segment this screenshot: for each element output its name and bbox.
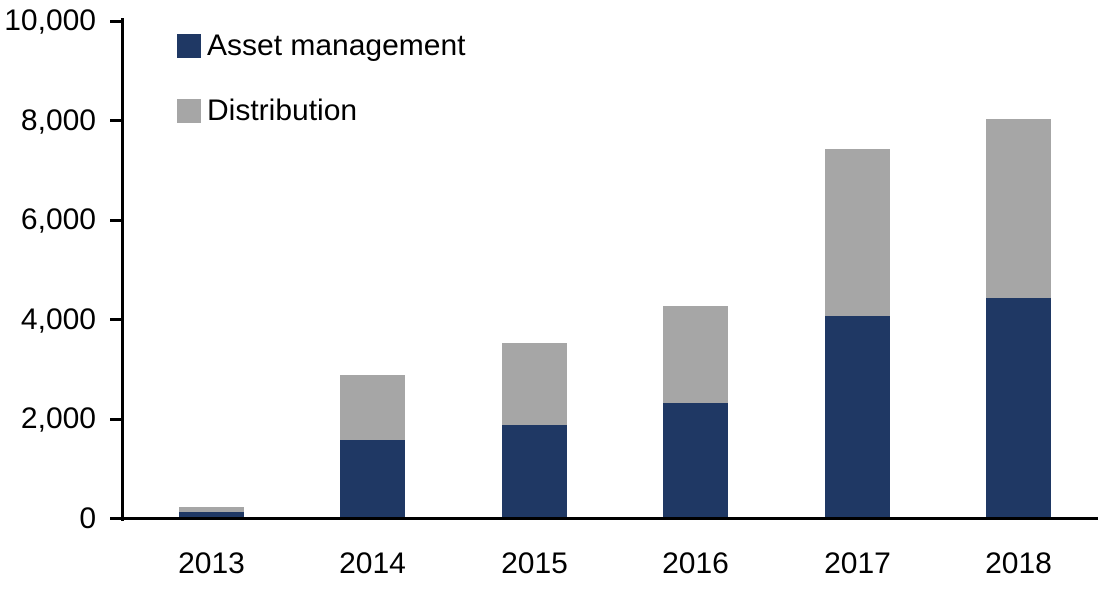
- y-axis-tick-mark: [110, 119, 122, 122]
- bar-segment-distribution-2015: [502, 343, 567, 425]
- legend-item-asset-management: Asset management: [177, 29, 465, 62]
- x-axis-label-2014: 2014: [339, 547, 406, 580]
- legend-label-asset-management: Asset management: [207, 29, 466, 62]
- legend-swatch-asset-management-icon: [177, 34, 201, 58]
- bar-segment-distribution-2018: [986, 119, 1051, 298]
- bar-segment-asset-management-2015: [502, 425, 567, 517]
- y-axis-tick-label: 6,000: [20, 203, 96, 236]
- legend-label-distribution: Distribution: [207, 94, 358, 127]
- bar-segment-distribution-2017: [825, 149, 890, 316]
- bar-segment-asset-management-2014: [340, 440, 405, 517]
- y-axis-tick-mark: [110, 517, 122, 520]
- x-axis-label-2017: 2017: [824, 547, 891, 580]
- y-axis-tick-label: 4,000: [20, 302, 96, 336]
- bar-segment-asset-management-2017: [825, 316, 890, 517]
- x-axis-label-2013: 2013: [178, 547, 245, 580]
- y-axis-tick-mark: [110, 19, 122, 23]
- y-axis-tick-label: 0: [79, 501, 96, 535]
- bar-segment-distribution-2013: [179, 507, 244, 512]
- bar-segment-asset-management-2013: [179, 512, 244, 517]
- legend-swatch-distribution-icon: [177, 99, 201, 123]
- y-axis-line: [121, 18, 124, 521]
- y-axis-tick-mark: [110, 417, 122, 421]
- y-axis-tick-mark: [110, 318, 122, 321]
- y-axis-tick-label: 8,000: [20, 103, 96, 137]
- bar-segment-distribution-2016: [663, 306, 728, 403]
- bar-segment-distribution-2014: [340, 375, 405, 440]
- y-axis-tick-label: 2,000: [20, 402, 96, 435]
- x-axis-label-2015: 2015: [501, 547, 568, 580]
- y-axis-tick-mark: [110, 218, 122, 222]
- x-axis-line: [110, 517, 1098, 520]
- legend-item-distribution: Distribution: [177, 94, 357, 127]
- bar-segment-asset-management-2016: [663, 403, 728, 517]
- bar-segment-asset-management-2018: [986, 298, 1051, 517]
- x-axis-label-2018: 2018: [985, 547, 1052, 580]
- y-axis-tick-label: 10,000: [4, 4, 96, 37]
- x-axis-label-2016: 2016: [662, 547, 729, 580]
